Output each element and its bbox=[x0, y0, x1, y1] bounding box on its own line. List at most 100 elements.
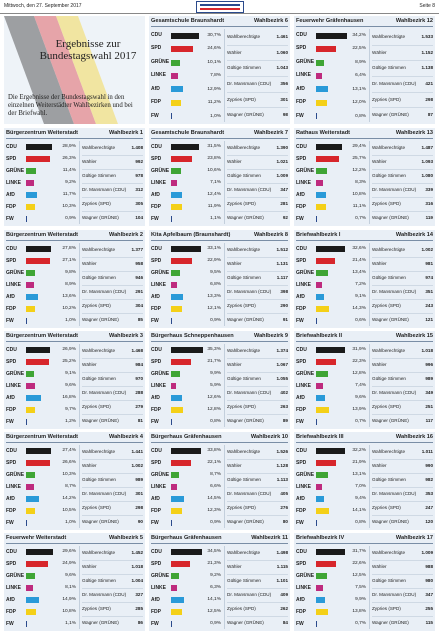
table-rule bbox=[372, 257, 433, 258]
table-rule bbox=[227, 515, 288, 516]
party-name: FW bbox=[296, 419, 304, 425]
bar bbox=[26, 597, 40, 603]
bar bbox=[171, 113, 172, 120]
table-rule bbox=[372, 515, 433, 516]
party-name: CDU bbox=[6, 347, 17, 353]
value-label: 0,7% bbox=[355, 419, 366, 424]
party-name: SPD bbox=[151, 460, 162, 466]
bar bbox=[316, 520, 317, 526]
value-label: 12,5% bbox=[352, 573, 366, 578]
table-value: 978 bbox=[135, 173, 143, 178]
place: Bürgerhaus Gräfenhausen bbox=[151, 434, 222, 440]
value-label: 25,7% bbox=[352, 156, 366, 161]
table-label: Zypries (SPD) bbox=[82, 303, 111, 308]
table-rule bbox=[372, 211, 433, 212]
district: Wahlbezirk 6 bbox=[254, 18, 288, 24]
bar bbox=[171, 484, 177, 490]
party-name: AfD bbox=[151, 395, 160, 401]
district: Wahlbezirk 11 bbox=[251, 535, 288, 541]
table-rule bbox=[227, 487, 288, 488]
party-name: SPD bbox=[296, 460, 307, 466]
district: Wahlbezirk 3 bbox=[109, 333, 143, 339]
district: Wahlbezirk 15 bbox=[395, 333, 433, 339]
bar bbox=[26, 419, 28, 425]
table-label: Wahlberechtigte bbox=[82, 145, 116, 150]
party-name: FDP bbox=[151, 306, 161, 312]
table-value: 305 bbox=[135, 201, 143, 206]
table-value: 946 bbox=[135, 275, 143, 280]
value-label: 14,3% bbox=[352, 306, 366, 311]
bar bbox=[316, 59, 324, 66]
bar bbox=[316, 168, 327, 174]
table-label: Wähler bbox=[372, 463, 387, 468]
party-name: LINKE bbox=[6, 383, 21, 389]
table-value: 988 bbox=[425, 564, 433, 569]
value-label: 14,5% bbox=[207, 496, 221, 501]
district: Wahlbezirk 1 bbox=[109, 130, 143, 136]
table-rule bbox=[372, 602, 433, 603]
bar bbox=[171, 520, 172, 526]
value-label: 7,8% bbox=[210, 73, 221, 79]
table-value: 974 bbox=[425, 275, 433, 280]
value-label: 24,9% bbox=[62, 561, 76, 566]
party-name: FDP bbox=[296, 306, 306, 312]
party-name: FDP bbox=[151, 99, 161, 106]
bar bbox=[26, 549, 53, 555]
table-label: Dr. Mansmann (CDU) bbox=[372, 187, 417, 192]
column-rule bbox=[369, 29, 370, 122]
table-value: 351 bbox=[425, 289, 433, 294]
table-rule bbox=[372, 358, 433, 359]
table-value: 1.138 bbox=[421, 65, 434, 71]
title-rule bbox=[296, 442, 433, 443]
bar bbox=[316, 204, 326, 210]
table-rule bbox=[227, 76, 288, 77]
table-label: Wähler bbox=[227, 261, 242, 266]
table-label: Zypries (SPD) bbox=[227, 606, 256, 611]
table-value: 1.113 bbox=[276, 477, 288, 482]
table-rule bbox=[82, 560, 143, 561]
table-rule bbox=[82, 515, 143, 516]
bar bbox=[171, 347, 203, 353]
party-name: CDU bbox=[151, 347, 162, 353]
value-label: 7,0% bbox=[355, 484, 366, 489]
bar bbox=[171, 99, 182, 106]
value-label: 8,7% bbox=[65, 484, 76, 489]
table-rule bbox=[227, 299, 288, 300]
table-value: 291 bbox=[135, 289, 143, 294]
column-rule bbox=[79, 344, 80, 427]
bar bbox=[316, 282, 323, 288]
table-label: Gültige Stimmen bbox=[82, 376, 116, 381]
bar bbox=[171, 549, 203, 555]
party-name: CDU bbox=[6, 144, 17, 150]
table-label: Wahlberechtigte bbox=[227, 348, 261, 353]
bar bbox=[171, 156, 193, 162]
table-rule bbox=[227, 197, 288, 198]
table-value: 958 bbox=[135, 261, 143, 266]
value-label: 21,4% bbox=[352, 258, 366, 263]
bar bbox=[171, 383, 177, 389]
value-label: 10,5% bbox=[62, 508, 76, 513]
bar bbox=[171, 258, 192, 264]
value-label: 34,5% bbox=[207, 549, 221, 554]
table-rule bbox=[227, 313, 288, 314]
value-label: 12,2% bbox=[352, 168, 366, 173]
value-label: 26,9% bbox=[62, 347, 76, 352]
party-name: GRÜNE bbox=[296, 58, 315, 65]
district-panel: Bürgerzentrum Weiterstadt Wahlbezirk 2 CDU… bbox=[4, 230, 145, 328]
column-rule bbox=[224, 243, 225, 326]
table-label: Wahlberechtigte bbox=[372, 348, 406, 353]
value-label: 9,2% bbox=[210, 573, 221, 578]
column-rule bbox=[224, 344, 225, 427]
table-rule bbox=[227, 107, 288, 109]
bar bbox=[171, 246, 201, 252]
value-label: 23,8% bbox=[207, 156, 221, 161]
value-label: 0,8% bbox=[210, 419, 221, 424]
table-value: 85 bbox=[137, 317, 143, 322]
table-value: 90 bbox=[137, 519, 143, 524]
value-label: 0,9% bbox=[210, 318, 221, 323]
table-value: 1.461 bbox=[276, 34, 289, 39]
value-label: 6,6% bbox=[210, 484, 221, 489]
party-name: AfD bbox=[151, 496, 160, 502]
value-label: 8,9% bbox=[355, 59, 366, 65]
table-label: Zypries (SPD) bbox=[82, 606, 111, 611]
